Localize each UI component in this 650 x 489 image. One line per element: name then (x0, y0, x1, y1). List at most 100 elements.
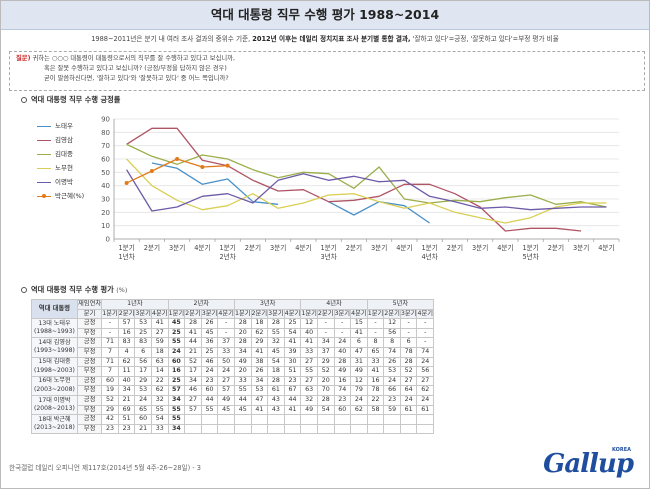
value-negative (350, 423, 368, 435)
legend-label: 노태우 (55, 122, 73, 130)
quarter-header: 1분기 (233, 308, 252, 320)
value-positive: 49 (233, 356, 252, 368)
value-negative: 63 (300, 385, 318, 396)
value-negative: 74 (333, 385, 352, 396)
kind-negative: 부정 (76, 385, 103, 396)
value-negative: 16 (167, 366, 186, 377)
value-positive: - (416, 318, 435, 329)
value-positive: 31 (350, 356, 368, 368)
value-positive: 34 (184, 375, 202, 387)
value-negative: 47 (350, 346, 368, 358)
value-positive: 41 (300, 337, 318, 348)
value-negative: 65 (366, 346, 385, 358)
quarter-header: 4분기 (150, 308, 169, 320)
value-positive: 27 (399, 375, 418, 387)
value-positive: 41 (150, 318, 169, 329)
value-negative: 45 (267, 346, 285, 358)
value-positive: 23 (283, 375, 302, 387)
value-negative: - (399, 327, 418, 339)
value-positive: 15 (350, 318, 368, 329)
value-negative: 64 (399, 385, 418, 396)
value-positive: 12 (350, 375, 368, 387)
value-negative: 62 (250, 327, 269, 339)
value-negative: 55 (200, 404, 219, 416)
value-negative: 61 (267, 385, 285, 396)
value-positive: 28 (267, 375, 285, 387)
value-negative: 23 (101, 423, 119, 435)
value-positive: 38 (250, 356, 269, 368)
value-positive: 49 (217, 394, 235, 406)
year-header: 5년차 (366, 299, 435, 310)
value-positive: 27 (217, 375, 235, 387)
president-period: (2003~2008) (34, 385, 75, 393)
quarter-header: 2분기 (184, 308, 202, 320)
value-negative: 23 (117, 423, 136, 435)
value-positive (383, 414, 401, 425)
value-positive: 44 (283, 394, 302, 406)
x-tick-label: 1분기 (219, 243, 235, 252)
quarter-header: 4분기 (283, 308, 302, 320)
question-tag: 질문) (16, 55, 31, 62)
president-name: 14대 김영삼 (38, 339, 71, 347)
value-negative: 45 (217, 404, 235, 416)
value-positive: 18 (250, 318, 269, 329)
question-line-1: 질문) 귀하는 ○○○ 대통령이 대통령으로서의 직무를 잘 수행하고 있다고 보… (16, 55, 235, 62)
value-positive: 56 (134, 356, 152, 368)
value-positive: 43 (267, 394, 285, 406)
x-tick-label-year: 3년차 (320, 252, 336, 261)
value-positive: - (366, 318, 385, 329)
value-negative: 24 (217, 366, 235, 377)
x-tick-label: 4분기 (598, 243, 614, 252)
value-negative: 60 (333, 404, 352, 416)
kind-positive: 긍정 (76, 356, 103, 368)
value-negative (217, 423, 235, 435)
value-positive: 28 (333, 356, 352, 368)
value-negative: 69 (117, 404, 136, 416)
x-tick-label: 3분기 (472, 243, 488, 252)
survey-question-box: 질문) 귀하는 ○○○ 대통령이 대통령으로서의 직무를 잘 수행하고 있다고 보… (9, 51, 645, 91)
value-negative: 57 (217, 385, 235, 396)
kind-positive: 긍정 (76, 394, 103, 406)
value-negative: 55 (150, 404, 169, 416)
value-positive: 32 (300, 394, 318, 406)
value-positive (283, 414, 302, 425)
quarter-row-header: 분기 (76, 308, 103, 320)
quarter-header: 2분기 (316, 308, 335, 320)
quarter-header: 2분기 (383, 308, 401, 320)
value-negative: 55 (300, 366, 318, 377)
value-positive: 54 (150, 414, 169, 425)
value-positive: 26 (200, 318, 219, 329)
value-positive: 52 (101, 394, 119, 406)
value-positive: 60 (167, 356, 186, 368)
y-tick-label: 30 (101, 196, 110, 204)
value-positive: 24 (399, 394, 418, 406)
value-negative (200, 423, 219, 435)
value-negative: 16 (117, 327, 136, 339)
series-point-박근혜(%) (225, 163, 230, 168)
value-positive: 32 (267, 337, 285, 348)
chart-legend: 노태우 김영삼 김대중 노무현 이명박 박근혜(%) (37, 119, 107, 203)
value-negative: 52 (399, 366, 418, 377)
value-positive: 27 (416, 375, 435, 387)
x-tick-label-year: 1년차 (118, 252, 134, 261)
x-tick-label: 2분기 (346, 243, 362, 252)
president-name: 17대 이명박 (38, 396, 71, 404)
value-negative: 41 (184, 327, 202, 339)
value-negative: 49 (350, 366, 368, 377)
value-negative: 62 (416, 385, 435, 396)
value-positive: 28 (233, 337, 252, 348)
y-tick-label: 40 (101, 182, 110, 190)
value-positive (416, 414, 435, 425)
value-positive: 8 (383, 337, 401, 348)
value-negative: 59 (383, 404, 401, 416)
table-section-title: 역대 대통령 직무 수행 평가 (%) (21, 285, 127, 295)
x-tick-label: 1분기 (421, 243, 437, 252)
value-negative: 49 (300, 404, 318, 416)
value-negative: 66 (383, 385, 401, 396)
legend-label: 박근혜(%) (55, 192, 85, 200)
gallup-logo: Gallup (543, 449, 634, 479)
president-cell: 14대 김영삼 (1993~1998) (31, 337, 78, 358)
value-positive: 83 (134, 337, 152, 348)
series-line-김대중 (126, 143, 607, 208)
